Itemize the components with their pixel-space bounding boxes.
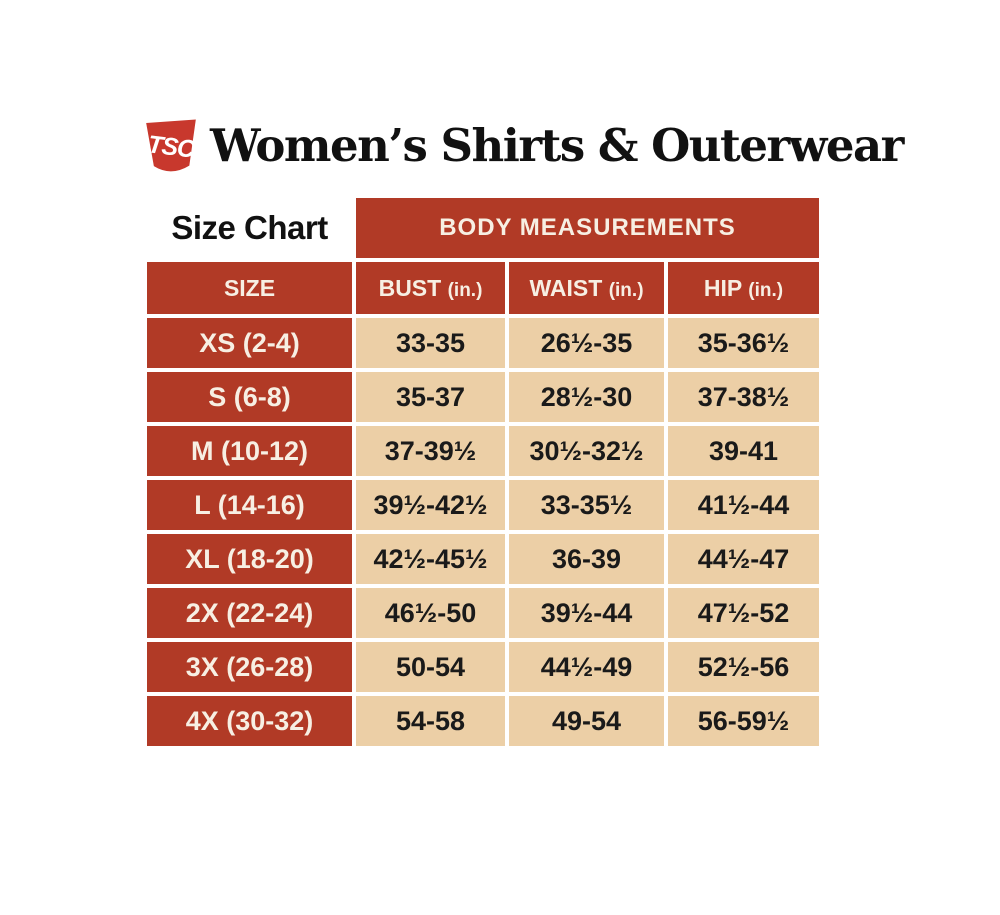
tsc-logo-icon: TSC xyxy=(146,119,197,172)
column-header-hip-unit: (in.) xyxy=(748,279,784,301)
waist-cell: 36-39 xyxy=(509,534,664,584)
header: TSC Women’s Shirts & Outerwear xyxy=(145,118,904,173)
size-cell: 3X (26-28) xyxy=(147,642,352,692)
size-cell: 2X (22-24) xyxy=(147,588,352,638)
column-header-hip: HIP (in.) xyxy=(668,262,819,314)
size-chart-table: Size Chart BODY MEASUREMENTS SIZE BUST (… xyxy=(143,194,823,750)
column-header-row: SIZE BUST (in.) WAIST (in.) HIP (in.) xyxy=(147,262,819,314)
waist-cell: 26½-35 xyxy=(509,318,664,368)
table-row: XS (2-4) 33-35 26½-35 35-36½ xyxy=(147,318,819,368)
bust-cell: 37-39½ xyxy=(356,426,505,476)
bust-cell: 50-54 xyxy=(356,642,505,692)
bust-cell: 46½-50 xyxy=(356,588,505,638)
column-header-size-label: SIZE xyxy=(223,274,276,301)
size-cell: S (6-8) xyxy=(147,372,352,422)
hip-cell: 52½-56 xyxy=(668,642,819,692)
waist-cell: 39½-44 xyxy=(509,588,664,638)
size-cell: XS (2-4) xyxy=(147,318,352,368)
column-header-waist: WAIST (in.) xyxy=(509,262,664,314)
table-row: XL (18-20) 42½-45½ 36-39 44½-47 xyxy=(147,534,819,584)
size-chart-label: Size Chart xyxy=(147,198,352,258)
hip-cell: 56-59½ xyxy=(668,696,819,746)
table-row: 2X (22-24) 46½-50 39½-44 47½-52 xyxy=(147,588,819,638)
column-header-size: SIZE xyxy=(147,262,352,314)
hip-cell: 47½-52 xyxy=(668,588,819,638)
page-title: Women’s Shirts & Outerwear xyxy=(210,119,904,172)
waist-cell: 30½-32½ xyxy=(509,426,664,476)
column-header-bust-unit: (in.) xyxy=(447,279,483,301)
bust-cell: 35-37 xyxy=(356,372,505,422)
hip-cell: 44½-47 xyxy=(668,534,819,584)
bust-cell: 54-58 xyxy=(356,696,505,746)
hip-cell: 35-36½ xyxy=(668,318,819,368)
bust-cell: 42½-45½ xyxy=(356,534,505,584)
size-cell: L (14-16) xyxy=(147,480,352,530)
size-cell: XL (18-20) xyxy=(147,534,352,584)
waist-cell: 28½-30 xyxy=(509,372,664,422)
waist-cell: 44½-49 xyxy=(509,642,664,692)
bust-cell: 33-35 xyxy=(356,318,505,368)
svg-text:TSC: TSC xyxy=(146,131,197,164)
table-top-header-row: Size Chart BODY MEASUREMENTS xyxy=(147,198,819,258)
hip-cell: 37-38½ xyxy=(668,372,819,422)
table-row: S (6-8) 35-37 28½-30 37-38½ xyxy=(147,372,819,422)
column-header-bust-label: BUST xyxy=(378,274,442,301)
column-header-waist-label: WAIST xyxy=(529,274,603,301)
table-row: 4X (30-32) 54-58 49-54 56-59½ xyxy=(147,696,819,746)
hip-cell: 41½-44 xyxy=(668,480,819,530)
hip-cell: 39-41 xyxy=(668,426,819,476)
table-row: 3X (26-28) 50-54 44½-49 52½-56 xyxy=(147,642,819,692)
table-row: M (10-12) 37-39½ 30½-32½ 39-41 xyxy=(147,426,819,476)
table-row: L (14-16) 39½-42½ 33-35½ 41½-44 xyxy=(147,480,819,530)
bust-cell: 39½-42½ xyxy=(356,480,505,530)
waist-cell: 49-54 xyxy=(509,696,664,746)
body-measurements-header: BODY MEASUREMENTS xyxy=(356,198,819,258)
size-cell: 4X (30-32) xyxy=(147,696,352,746)
size-cell: M (10-12) xyxy=(147,426,352,476)
waist-cell: 33-35½ xyxy=(509,480,664,530)
column-header-waist-unit: (in.) xyxy=(608,279,644,301)
column-header-hip-label: HIP xyxy=(703,274,742,301)
column-header-bust: BUST (in.) xyxy=(356,262,505,314)
